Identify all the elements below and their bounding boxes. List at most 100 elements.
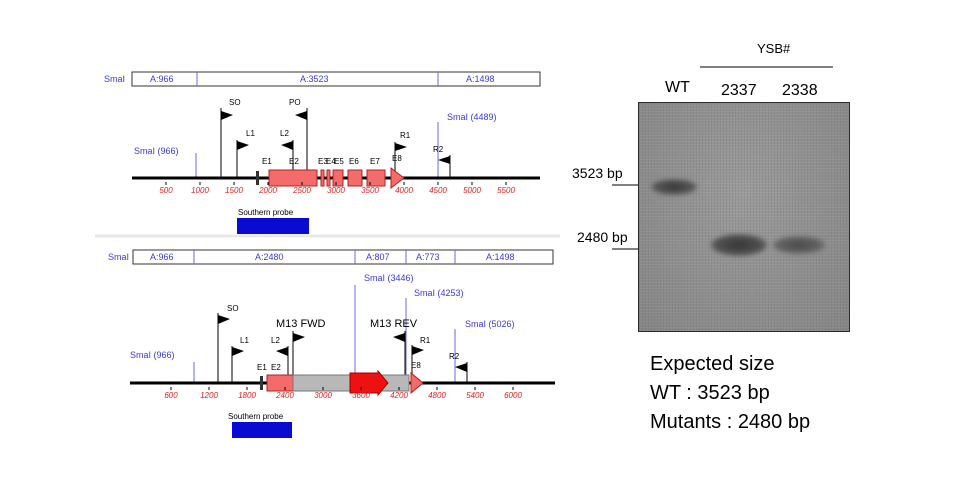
primer-label: R1: [400, 131, 411, 140]
exon-label: E6: [349, 157, 359, 166]
cassette-arrow: [349, 369, 389, 397]
ruler-tick-label: 3000: [327, 186, 345, 195]
marker-label-2480: 2480 bp: [577, 229, 628, 245]
exon-label: E1: [262, 157, 272, 166]
summary-mutants: Mutants : 2480 bp: [650, 411, 811, 433]
primer-label: PO: [289, 98, 301, 107]
ruler-tick-label: 5400: [466, 391, 484, 400]
segment-label: A:1498: [466, 74, 495, 84]
ruler-tick-label: 4800: [428, 391, 446, 400]
ruler-tick-label: 5000: [463, 186, 481, 195]
wt-locus-map: SmaI A:966 A:3523 A:1498 SmaI (966) SmaI…: [104, 71, 541, 234]
primer-label: SO: [227, 304, 239, 313]
exon-block: [266, 374, 294, 392]
primer-m13-fwd: M13 FWD: [276, 318, 326, 383]
southern-probe: [237, 218, 309, 234]
primer-r2: R2: [433, 145, 451, 178]
ruler-tick-label: 1500: [225, 186, 243, 195]
exon-label: E5: [334, 157, 344, 166]
m13-fwd-label: M13 FWD: [276, 318, 326, 330]
segment-label: A:807: [366, 252, 390, 262]
ruler-tick-label: 2000: [258, 186, 277, 195]
gel-image: [638, 102, 850, 332]
primer-label: L1: [246, 129, 255, 138]
primer-l1: L1: [231, 336, 249, 383]
gel-band-wt: [651, 179, 697, 195]
site-label-left: SmaI (966): [134, 146, 179, 156]
primer-po: PO: [289, 98, 308, 178]
exon-label: E3: [318, 157, 328, 166]
m13-rev-label: M13 REV: [370, 318, 418, 330]
lane-label-2337: 2337: [721, 82, 757, 99]
ruler-tick-label: 1200: [200, 391, 218, 400]
exon-label: E7: [370, 157, 380, 166]
primer-r2: R2: [449, 352, 468, 383]
segment-label: A:2480: [255, 252, 284, 262]
ruler-tick-label: 3500: [361, 186, 379, 195]
marker-label-3523: 3523 bp: [572, 165, 623, 181]
segment-bar-title: SmaI: [108, 252, 129, 262]
ruler-tick-label: 3000: [314, 391, 332, 400]
exon-arrow: [410, 371, 424, 395]
site-label-mid2: SmaI (4253): [414, 288, 464, 298]
site-label-right: SmaI (4489): [447, 112, 497, 122]
segment-label: A:773: [416, 252, 440, 262]
site-label-left: SmaI (966): [130, 350, 175, 360]
summary-heading: Expected size: [650, 353, 775, 375]
gel-band-2338: [773, 236, 825, 254]
ruler-tick-label: 5500: [497, 186, 515, 195]
ruler-tick-label: 4000: [395, 186, 413, 195]
exon-block: [332, 169, 344, 187]
exon-block: [260, 376, 263, 390]
lane-label-2338: 2338: [782, 82, 818, 99]
gel-markers: 3523 bp 2480 bp: [572, 165, 638, 250]
exon-block: [268, 169, 318, 187]
southern-probe: [232, 422, 292, 438]
exon-label: E2: [271, 363, 281, 372]
exon-block: [347, 169, 363, 187]
ruler-tick-label: 4200: [390, 391, 408, 400]
exon-label: E2: [289, 157, 299, 166]
mutant-locus-map: SmaI A:966 A:2480 A:807 A:773 A:1498 Sma…: [108, 249, 555, 438]
primer-label: L2: [271, 336, 280, 345]
expected-size-summary: Expected size WT : 3523 bp Mutants : 248…: [650, 350, 810, 437]
lane-label-wt: WT: [665, 79, 690, 96]
ruler-tick-label: 6000: [504, 391, 522, 400]
site-label-mid1: SmaI (3446): [364, 273, 414, 283]
site-label-right: SmaI (5026): [465, 319, 515, 329]
segment-label: A:966: [150, 74, 174, 84]
segment-bar-title: SmaI: [104, 74, 125, 84]
primer-so: SO: [217, 304, 239, 383]
ruler-tick-label: 600: [164, 391, 178, 400]
ruler-tick-label: 2400: [275, 391, 294, 400]
exon-label: E8: [411, 361, 421, 370]
exon-block: [326, 169, 331, 187]
primer-label: SO: [229, 98, 241, 107]
ruler-tick-label: 4500: [429, 186, 447, 195]
exon-label: E8: [392, 154, 402, 163]
ruler-tick-label: 2500: [292, 186, 311, 195]
exon-label: E1: [257, 363, 267, 372]
segment-bar: [132, 249, 554, 265]
segment-label: A:1498: [486, 252, 515, 262]
primer-label: R2: [449, 352, 460, 361]
exon-label: E4: [326, 157, 336, 166]
gel-group-label: YSB#: [757, 41, 791, 56]
probe-label: Southern probe: [228, 412, 284, 421]
ruler-tick-label: 500: [159, 186, 173, 195]
primer-label: L2: [280, 129, 289, 138]
ruler: 500 1000 1500 2000 2500 3000 3500 4000 4500 5000 5…: [159, 182, 515, 195]
exon-arrow: [390, 166, 405, 190]
ruler-tick-label: 1800: [238, 391, 256, 400]
gel-background: [639, 103, 849, 331]
primer-label: L1: [240, 336, 249, 345]
primer-so: SO: [220, 98, 241, 178]
exon-block: [320, 169, 325, 187]
ruler-tick-label: 3600: [352, 391, 370, 400]
summary-wt: WT : 3523 bp: [650, 382, 770, 404]
primer-m13-rev: M13 REV: [370, 318, 418, 383]
ruler-tick-label: 1000: [191, 186, 209, 195]
gel-header: YSB# WT 2337 2338: [665, 41, 833, 99]
probe-label: Southern probe: [238, 208, 294, 217]
